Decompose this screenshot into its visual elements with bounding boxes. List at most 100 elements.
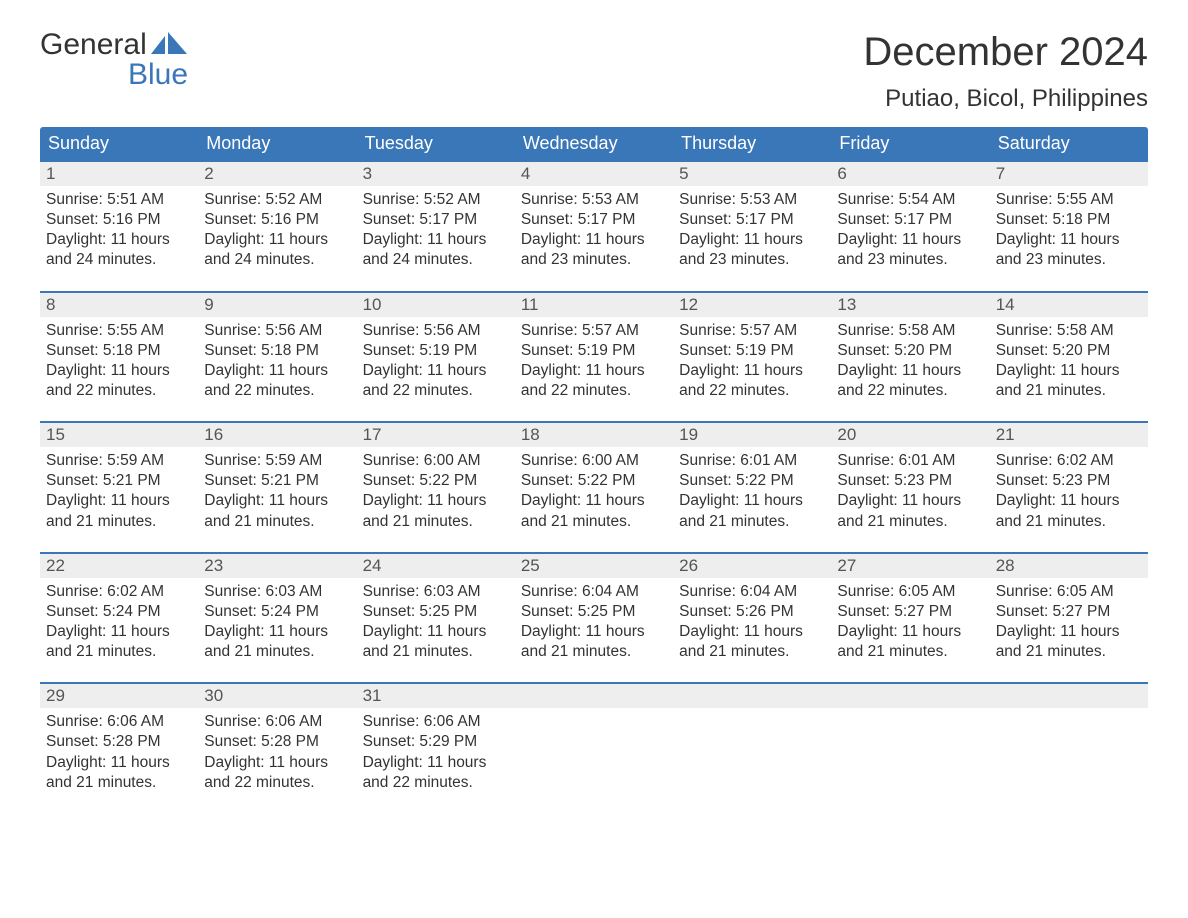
day-header-wednesday: Wednesday <box>515 127 673 160</box>
sunset-line: Sunset: 5:23 PM <box>837 471 983 491</box>
sunset-line: Sunset: 5:17 PM <box>679 210 825 230</box>
daylight-line: Daylight: 11 hours and 22 minutes. <box>521 361 667 401</box>
sunrise-line: Sunrise: 5:51 AM <box>46 190 192 210</box>
daylight-line: Daylight: 11 hours and 21 minutes. <box>679 491 825 531</box>
daylight-line: Daylight: 11 hours and 24 minutes. <box>46 230 192 270</box>
sunset-line: Sunset: 5:17 PM <box>363 210 509 230</box>
sunset-line: Sunset: 5:17 PM <box>521 210 667 230</box>
day-body: Sunrise: 6:00 AMSunset: 5:22 PMDaylight:… <box>515 447 673 534</box>
sunrise-line: Sunrise: 5:54 AM <box>837 190 983 210</box>
day-number: 25 <box>515 554 673 578</box>
day-cell: 12Sunrise: 5:57 AMSunset: 5:19 PMDayligh… <box>673 293 831 404</box>
sunset-line: Sunset: 5:18 PM <box>46 341 192 361</box>
day-cell: 22Sunrise: 6:02 AMSunset: 5:24 PMDayligh… <box>40 554 198 665</box>
daylight-line: Daylight: 11 hours and 22 minutes. <box>837 361 983 401</box>
day-header-tuesday: Tuesday <box>357 127 515 160</box>
sunset-line: Sunset: 5:28 PM <box>204 732 350 752</box>
day-number: 10 <box>357 293 515 317</box>
day-number: 31 <box>357 684 515 708</box>
day-cell: 19Sunrise: 6:01 AMSunset: 5:22 PMDayligh… <box>673 423 831 534</box>
day-number: 28 <box>990 554 1148 578</box>
day-body: Sunrise: 5:52 AMSunset: 5:17 PMDaylight:… <box>357 186 515 273</box>
brand-logo: General Blue <box>40 30 188 90</box>
day-number <box>990 684 1148 708</box>
day-cell: 6Sunrise: 5:54 AMSunset: 5:17 PMDaylight… <box>831 162 989 273</box>
day-number: 17 <box>357 423 515 447</box>
day-number: 27 <box>831 554 989 578</box>
location-subtitle: Putiao, Bicol, Philippines <box>863 85 1148 113</box>
daylight-line: Daylight: 11 hours and 21 minutes. <box>363 491 509 531</box>
day-cell <box>831 684 989 795</box>
day-cell: 10Sunrise: 5:56 AMSunset: 5:19 PMDayligh… <box>357 293 515 404</box>
daylight-line: Daylight: 11 hours and 22 minutes. <box>204 753 350 793</box>
day-number: 7 <box>990 162 1148 186</box>
day-body: Sunrise: 5:59 AMSunset: 5:21 PMDaylight:… <box>198 447 356 534</box>
sunrise-line: Sunrise: 6:03 AM <box>363 582 509 602</box>
day-cell <box>515 684 673 795</box>
day-cell: 25Sunrise: 6:04 AMSunset: 5:25 PMDayligh… <box>515 554 673 665</box>
day-number: 15 <box>40 423 198 447</box>
day-cell: 14Sunrise: 5:58 AMSunset: 5:20 PMDayligh… <box>990 293 1148 404</box>
sunset-line: Sunset: 5:18 PM <box>204 341 350 361</box>
sunset-line: Sunset: 5:16 PM <box>204 210 350 230</box>
sunset-line: Sunset: 5:22 PM <box>521 471 667 491</box>
day-number: 1 <box>40 162 198 186</box>
brand-word2: Blue <box>40 60 188 90</box>
day-cell <box>673 684 831 795</box>
daylight-line: Daylight: 11 hours and 21 minutes. <box>46 622 192 662</box>
brand-word1: General <box>40 30 147 60</box>
sunrise-line: Sunrise: 6:05 AM <box>996 582 1142 602</box>
day-number: 2 <box>198 162 356 186</box>
day-number: 16 <box>198 423 356 447</box>
week-row: 8Sunrise: 5:55 AMSunset: 5:18 PMDaylight… <box>40 291 1148 404</box>
day-cell: 18Sunrise: 6:00 AMSunset: 5:22 PMDayligh… <box>515 423 673 534</box>
sunrise-line: Sunrise: 6:06 AM <box>204 712 350 732</box>
day-body: Sunrise: 6:02 AMSunset: 5:23 PMDaylight:… <box>990 447 1148 534</box>
sunset-line: Sunset: 5:27 PM <box>996 602 1142 622</box>
day-cell: 21Sunrise: 6:02 AMSunset: 5:23 PMDayligh… <box>990 423 1148 534</box>
day-cell: 11Sunrise: 5:57 AMSunset: 5:19 PMDayligh… <box>515 293 673 404</box>
sunrise-line: Sunrise: 5:52 AM <box>204 190 350 210</box>
day-body: Sunrise: 6:05 AMSunset: 5:27 PMDaylight:… <box>990 578 1148 665</box>
day-cell: 16Sunrise: 5:59 AMSunset: 5:21 PMDayligh… <box>198 423 356 534</box>
day-number <box>831 684 989 708</box>
day-body: Sunrise: 6:06 AMSunset: 5:29 PMDaylight:… <box>357 708 515 795</box>
day-number: 11 <box>515 293 673 317</box>
day-body: Sunrise: 6:06 AMSunset: 5:28 PMDaylight:… <box>40 708 198 795</box>
day-body: Sunrise: 5:52 AMSunset: 5:16 PMDaylight:… <box>198 186 356 273</box>
sunset-line: Sunset: 5:22 PM <box>679 471 825 491</box>
day-body: Sunrise: 6:05 AMSunset: 5:27 PMDaylight:… <box>831 578 989 665</box>
day-number <box>515 684 673 708</box>
day-body: Sunrise: 5:53 AMSunset: 5:17 PMDaylight:… <box>673 186 831 273</box>
day-body: Sunrise: 6:01 AMSunset: 5:22 PMDaylight:… <box>673 447 831 534</box>
day-header-row: Sunday Monday Tuesday Wednesday Thursday… <box>40 127 1148 160</box>
daylight-line: Daylight: 11 hours and 21 minutes. <box>46 753 192 793</box>
month-title: December 2024 <box>863 30 1148 75</box>
sunset-line: Sunset: 5:19 PM <box>521 341 667 361</box>
daylight-line: Daylight: 11 hours and 21 minutes. <box>996 622 1142 662</box>
day-number: 3 <box>357 162 515 186</box>
sunset-line: Sunset: 5:26 PM <box>679 602 825 622</box>
day-body: Sunrise: 6:06 AMSunset: 5:28 PMDaylight:… <box>198 708 356 795</box>
sunrise-line: Sunrise: 5:53 AM <box>679 190 825 210</box>
week-row: 1 Sunrise: 5:51 AM Sunset: 5:16 PM Daylight… <box>40 160 1148 273</box>
day-cell: 4Sunrise: 5:53 AMSunset: 5:17 PMDaylight… <box>515 162 673 273</box>
day-body <box>990 708 1148 714</box>
day-body: Sunrise: 6:04 AMSunset: 5:25 PMDaylight:… <box>515 578 673 665</box>
sunrise-line: Sunrise: 6:01 AM <box>837 451 983 471</box>
daylight-line: Daylight: 11 hours and 21 minutes. <box>837 491 983 531</box>
day-body: Sunrise: 6:03 AMSunset: 5:24 PMDaylight:… <box>198 578 356 665</box>
day-header-friday: Friday <box>831 127 989 160</box>
sunrise-line: Sunrise: 5:57 AM <box>679 321 825 341</box>
sunrise-line: Sunrise: 6:04 AM <box>521 582 667 602</box>
day-header-sunday: Sunday <box>40 127 198 160</box>
day-cell: 30Sunrise: 6:06 AMSunset: 5:28 PMDayligh… <box>198 684 356 795</box>
sunset-line: Sunset: 5:19 PM <box>363 341 509 361</box>
sunrise-line: Sunrise: 6:06 AM <box>46 712 192 732</box>
sunset-line: Sunset: 5:28 PM <box>46 732 192 752</box>
sunrise-line: Sunrise: 6:02 AM <box>46 582 192 602</box>
day-body: Sunrise: 5:53 AMSunset: 5:17 PMDaylight:… <box>515 186 673 273</box>
day-cell: 3Sunrise: 5:52 AMSunset: 5:17 PMDaylight… <box>357 162 515 273</box>
sunset-line: Sunset: 5:25 PM <box>521 602 667 622</box>
day-cell: 1Sunrise: 5:51 AMSunset: 5:16 PMDaylight… <box>40 162 198 273</box>
